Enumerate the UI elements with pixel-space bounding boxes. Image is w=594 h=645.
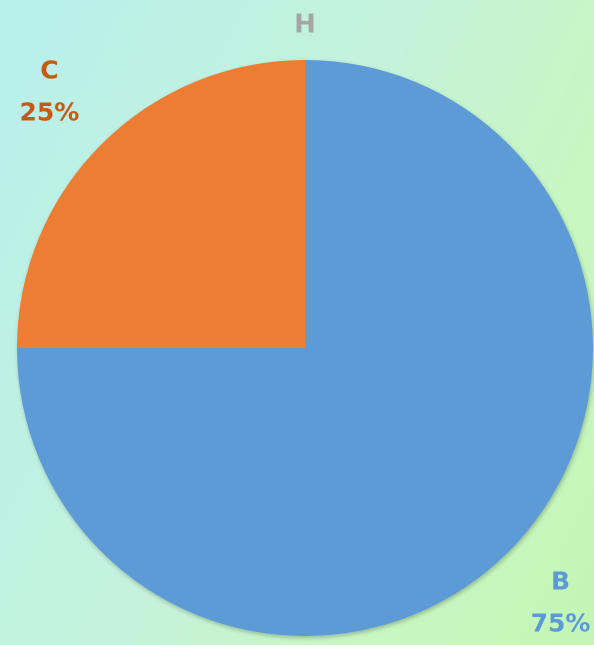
- slice-category-label: B: [551, 567, 570, 596]
- pie-slice: [17, 60, 305, 348]
- slice-value-label: 75%: [531, 609, 591, 638]
- slice-category-label: C: [40, 55, 58, 84]
- slice-value-label: 25%: [20, 97, 80, 126]
- pie: [17, 60, 593, 636]
- chart-title: H: [294, 10, 316, 40]
